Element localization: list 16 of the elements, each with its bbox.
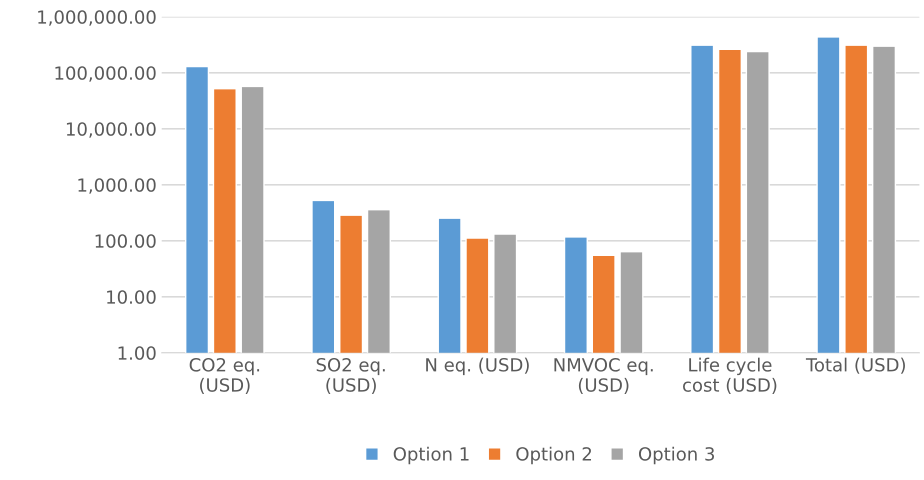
y-tick-label: 1,000.00 [78, 178, 156, 194]
y-tick-label: 100.00 [96, 234, 156, 248]
x-tick-label: SO2 eq. (USD) [316, 358, 385, 394]
x-tick-label: Life cycle cost (USD) [683, 358, 776, 394]
legend-label: Option 3 [638, 446, 714, 464]
y-tick-label: 10.00 [107, 290, 156, 304]
y-tick-label: 10,000.00 [66, 122, 156, 138]
legend-label: Option 2 [516, 446, 592, 464]
legend-label: Option 1 [394, 446, 469, 464]
y-tick-label: 100,000.00 [55, 66, 156, 82]
x-tick-label: NMVOC eq. (USD) [554, 358, 653, 394]
y-tick-label: 1,000,000.00 [38, 10, 156, 26]
x-tick-label: CO2 eq. (USD) [190, 358, 260, 394]
y-tick-label: 1.00 [118, 346, 156, 360]
x-tick-label: Total (USD) [806, 358, 905, 374]
x-tick-label: N eq. (USD) [426, 358, 529, 376]
